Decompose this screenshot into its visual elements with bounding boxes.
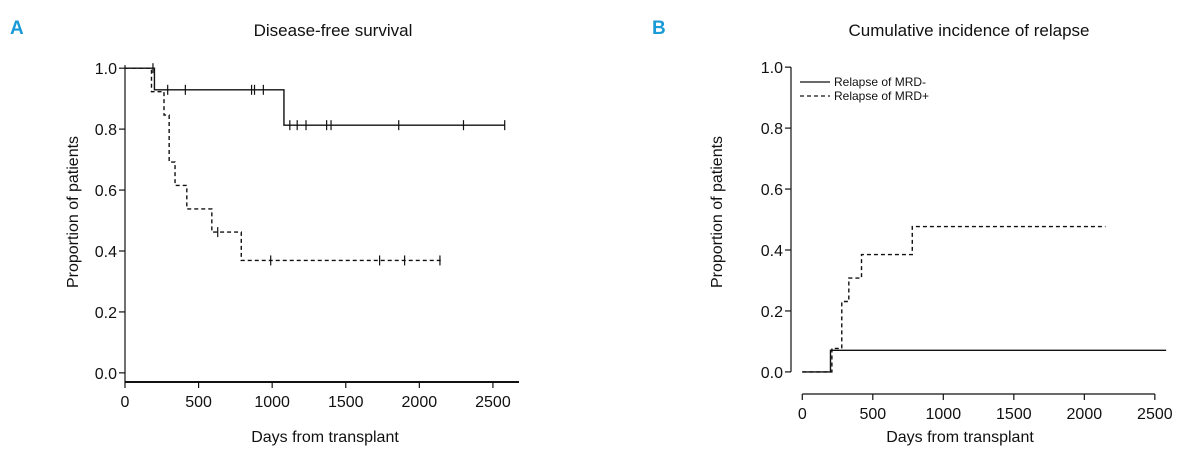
panel-a-x-tick-label: 0 [121,394,130,411]
panel-a: A Disease-free survival Days from transp… [10,18,519,446]
panel-a-series [125,63,506,266]
panel-a-y-axis-label: Proportion of patients [65,136,82,288]
panel-b-x-tick-label: 0 [798,406,807,423]
panel-a-y-tick-label: 0.4 [95,244,117,261]
panel-b-y-tick-label: 0.8 [761,121,783,138]
panel-a-x-tick-label: 2000 [402,394,438,411]
panel-b-y-axis-label: Proportion of patients [709,136,726,288]
panel-b-x-tick-label: 1500 [996,406,1032,423]
panel-b-y-tick-label: 0.6 [761,182,783,199]
panel-b-title: Cumulative incidence of relapse [849,21,1090,40]
legend: Relapse of MRD- Relapse of MRD+ [800,75,929,103]
panel-b-y-tick-label: 0.0 [761,365,783,382]
legend-label-mrd-negative: Relapse of MRD- [834,75,926,89]
panel-a-title: Disease-free survival [254,21,413,40]
panel-a-x-tick-label: 1000 [254,394,290,411]
panel-b-x-tick-label: 2000 [1067,406,1103,423]
panel-b: B Cumulative incidence of relapse Days f… [652,18,1173,446]
panel-b-x-tick-label: 500 [859,406,886,423]
panel-a-y-tick-label: 0.6 [95,183,117,200]
panel-b-y-tick-label: 1.0 [761,60,783,77]
panel-b-series-dashed-line [802,225,1106,373]
panel-a-y-tick-label: 1.0 [95,61,117,78]
panel-b-x-axis-label: Days from transplant [886,429,1034,446]
panel-b-x-tick-label: 2500 [1137,406,1173,423]
panel-b-axes: 0.0 0.2 0.4 0.6 0.8 1.0 0 500 1000 1500 2000 2500 [761,60,1173,423]
panel-b-y-tick-label: 0.2 [761,304,783,321]
panel-a-series-solid-line [125,67,505,126]
panel-a-x-tick-label: 500 [185,394,212,411]
panel-a-x-axis-label: Days from transplant [251,429,399,446]
panel-a-x-tick-label: 1500 [328,394,364,411]
panel-a-y-tick-label: 0.8 [95,122,117,139]
panel-b-x-tick-label: 1000 [926,406,962,423]
panel-b-y-tick-label: 0.4 [761,243,783,260]
panel-a-y-tick-label: 0.0 [95,366,117,383]
panel-b-series-solid-line [802,349,1167,373]
legend-label-mrd-positive: Relapse of MRD+ [834,89,929,103]
panel-a-y-tick-label: 0.2 [95,305,117,322]
panel-letter-a: A [10,18,24,39]
panel-a-axes: 0.0 0.2 0.4 0.6 0.8 1.0 0 500 1000 1500 2000 2500 [95,61,519,411]
panel-a-x-tick-label: 2500 [475,394,511,411]
panel-b-series [802,225,1167,373]
panel-letter-b: B [652,18,666,39]
panel-a-series-dashed-line [125,67,442,262]
